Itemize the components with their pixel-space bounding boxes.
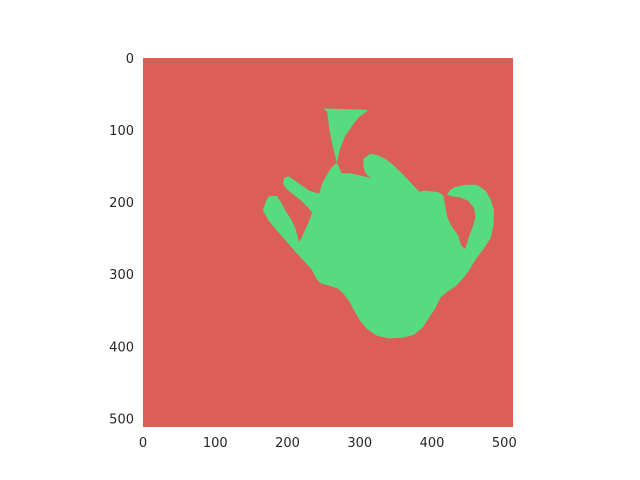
x-tick-label: 400	[420, 436, 445, 451]
plot-area	[143, 58, 513, 427]
y-tick-label: 0	[126, 52, 134, 67]
teapot-body-region	[263, 108, 495, 339]
x-tick-label: 200	[275, 436, 300, 451]
y-tick-label: 100	[109, 124, 134, 139]
y-tick-label: 200	[109, 196, 134, 211]
x-axis: 0 100 200 300 400 500	[139, 436, 517, 451]
x-tick-label: 300	[347, 436, 372, 451]
y-tick-label: 500	[109, 412, 134, 427]
x-tick-label: 500	[492, 436, 517, 451]
y-axis: 0 100 200 300 400 500	[109, 52, 134, 427]
x-tick-label: 0	[139, 436, 147, 451]
y-tick-label: 300	[109, 268, 134, 283]
teapot-handle-top-region	[363, 153, 420, 195]
x-tick-label: 100	[203, 436, 228, 451]
y-tick-label: 400	[109, 340, 134, 355]
